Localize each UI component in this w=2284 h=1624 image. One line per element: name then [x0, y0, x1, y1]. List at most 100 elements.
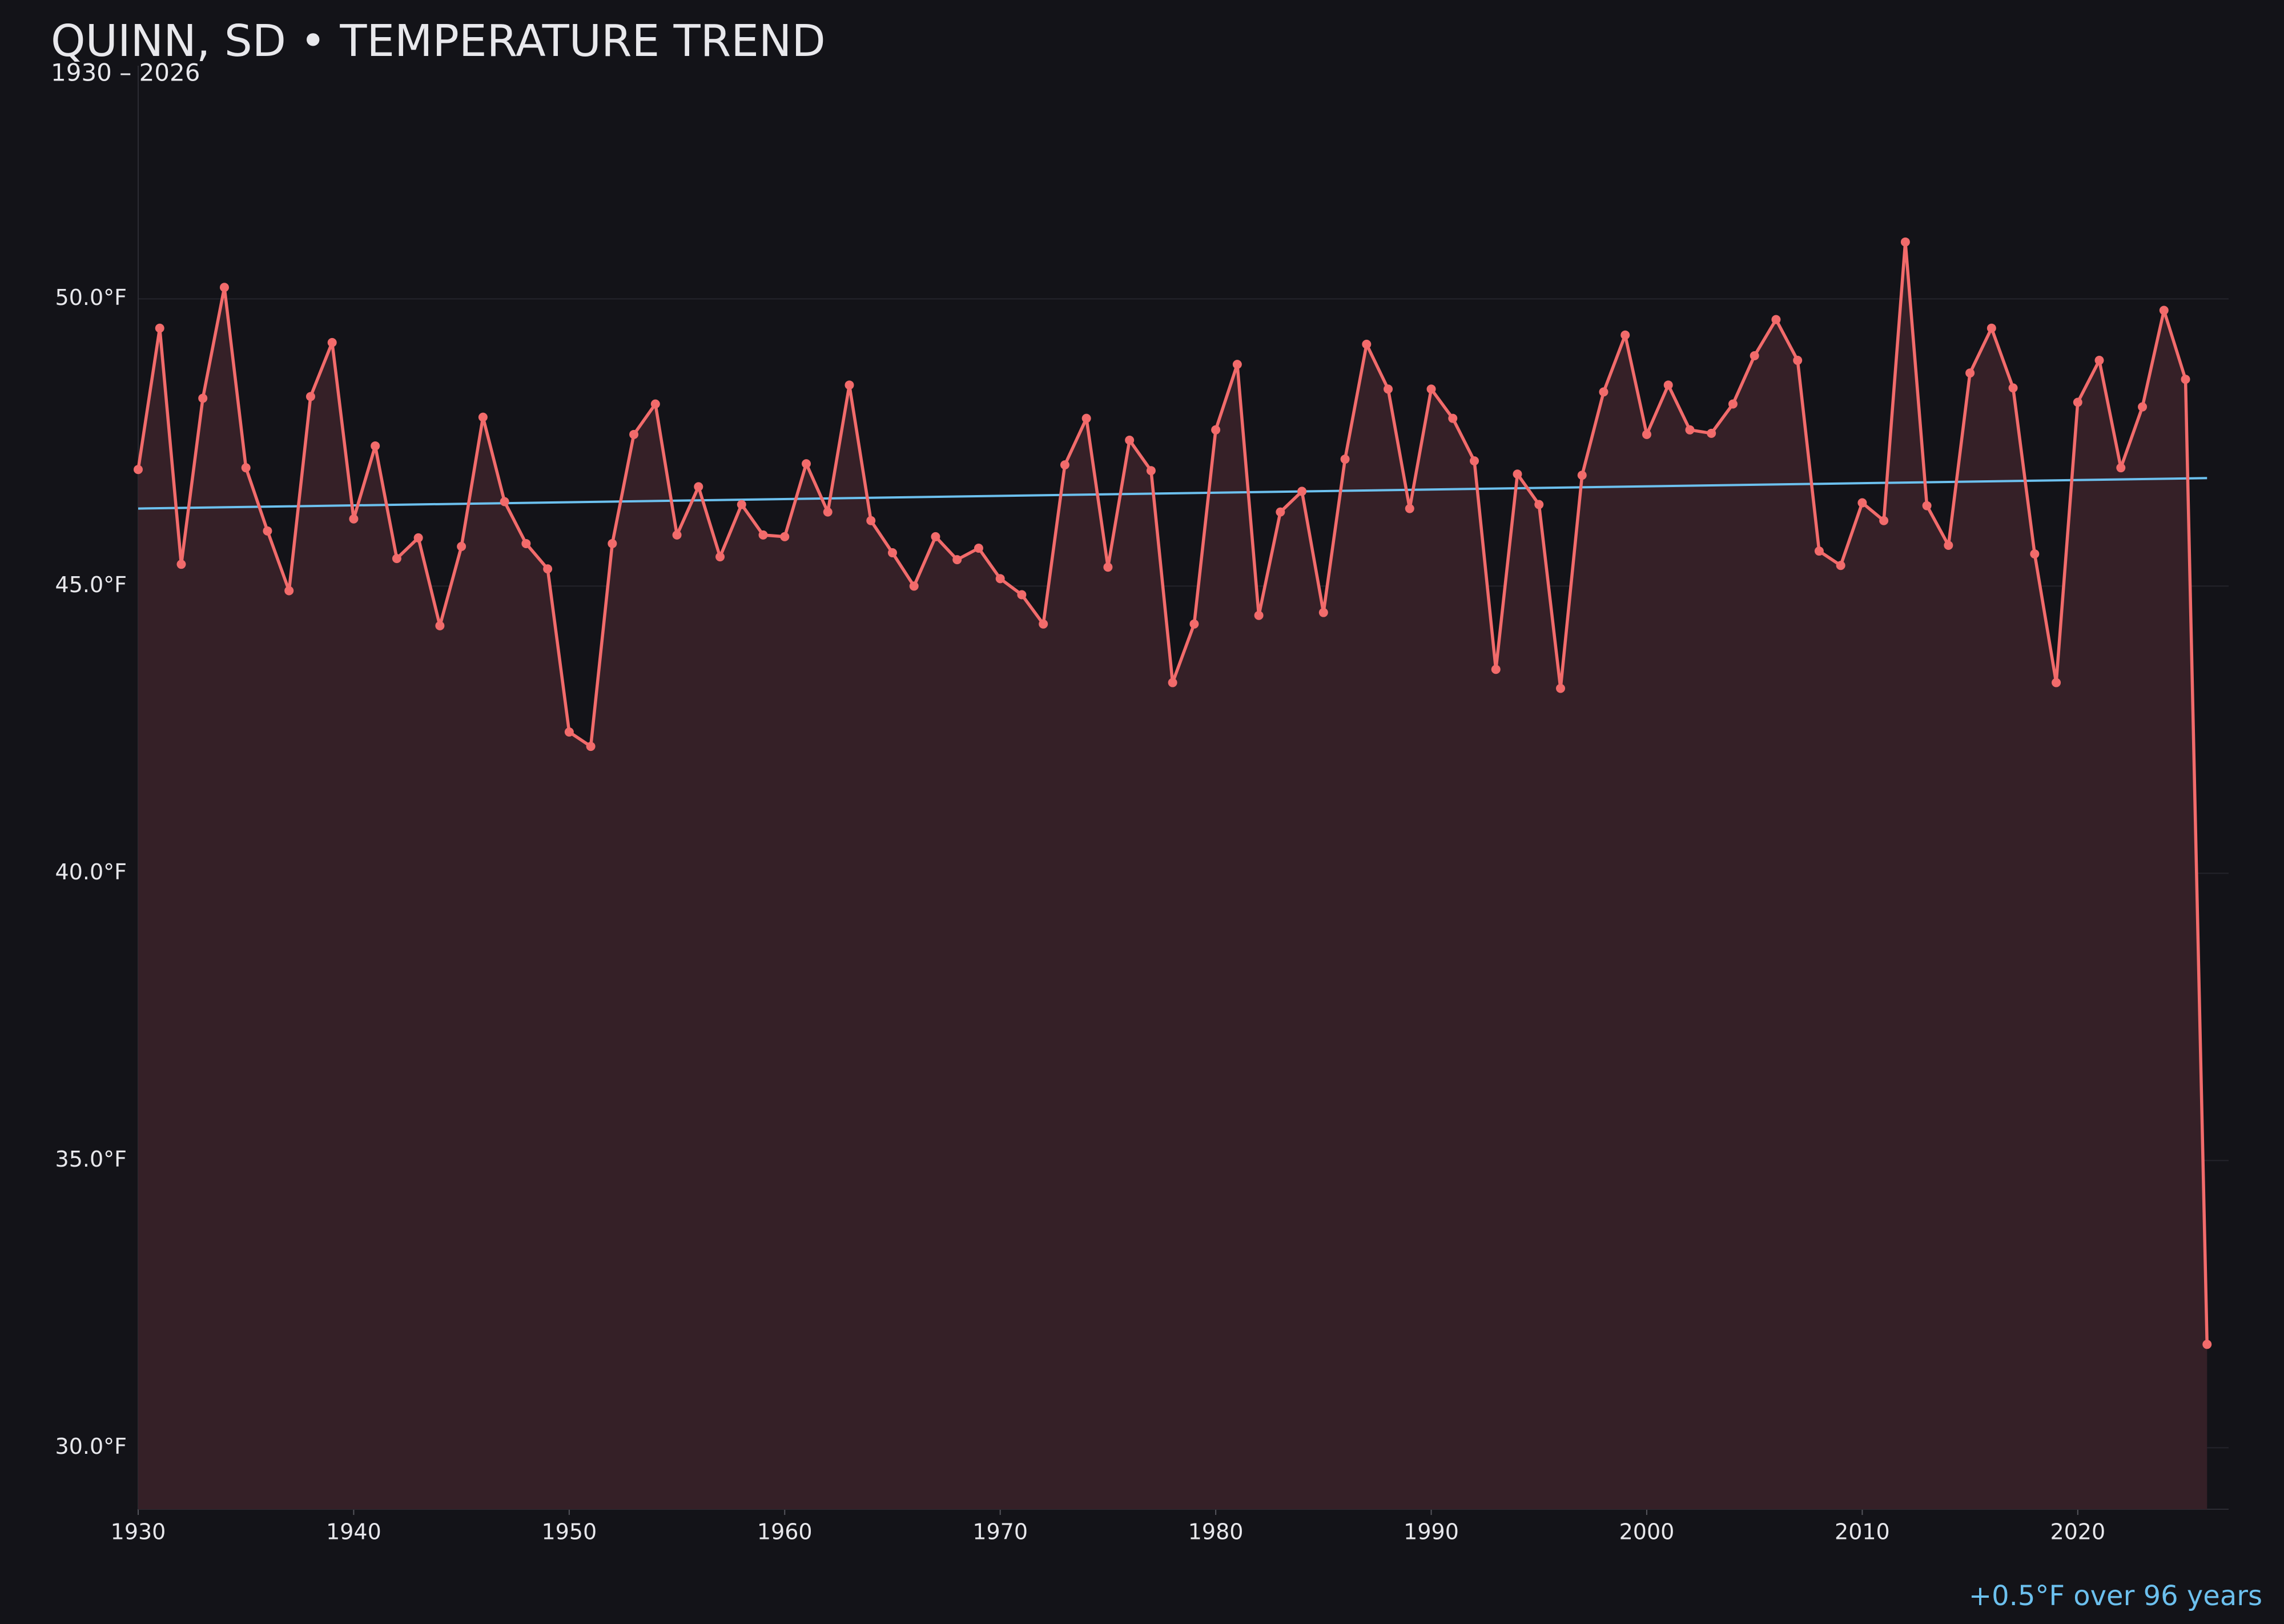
- point: [1620, 330, 1630, 340]
- point: [500, 497, 509, 507]
- point: [2138, 402, 2148, 412]
- y-tick-label: 45.0°F: [55, 572, 127, 597]
- point: [1642, 429, 1651, 439]
- x-tick-label: 1970: [972, 1520, 1028, 1545]
- point: [543, 564, 553, 574]
- x-tick-label: 2020: [2050, 1520, 2105, 1545]
- point: [284, 586, 294, 596]
- point: [1470, 456, 1479, 466]
- point: [198, 393, 208, 403]
- point: [2030, 549, 2040, 559]
- point: [1276, 507, 1285, 517]
- point: [2181, 375, 2190, 384]
- point: [564, 727, 574, 737]
- point: [1513, 469, 1522, 479]
- point: [1922, 501, 1932, 510]
- x-tick-label: 1980: [1188, 1520, 1244, 1545]
- point: [1125, 435, 1135, 445]
- point: [521, 538, 531, 548]
- point: [802, 459, 811, 469]
- point: [1685, 425, 1695, 435]
- point: [1060, 460, 1069, 470]
- point: [349, 514, 359, 524]
- point: [1707, 428, 1716, 438]
- y-tick-label: 35.0°F: [55, 1147, 127, 1172]
- point: [2073, 397, 2082, 407]
- point: [1577, 471, 1587, 480]
- point: [866, 516, 876, 525]
- plot-layer: 30.0°F 35.0°F 40.0°F 45.0°F 50.0°F 1930 1940 19…: [55, 66, 2229, 1545]
- point: [2116, 463, 2126, 473]
- point: [305, 392, 315, 401]
- point: [650, 399, 660, 409]
- point: [2094, 356, 2104, 365]
- point: [1340, 455, 1350, 464]
- point: [1534, 500, 1544, 509]
- point: [952, 555, 962, 565]
- y-tick-label: 50.0°F: [55, 285, 127, 310]
- chart-subtitle: 1930 – 2026: [51, 59, 200, 87]
- point: [371, 441, 380, 451]
- trend-line: [138, 477, 2207, 510]
- point: [478, 412, 488, 422]
- point: [1318, 608, 1328, 617]
- point: [672, 530, 682, 540]
- point: [327, 337, 337, 347]
- point: [1857, 498, 1867, 508]
- point: [845, 380, 854, 390]
- point: [715, 552, 725, 562]
- point: [1211, 425, 1221, 435]
- point: [1448, 413, 1458, 423]
- point: [1728, 399, 1738, 409]
- point: [1146, 466, 1156, 476]
- point: [1771, 315, 1781, 324]
- point: [1900, 237, 1910, 247]
- point: [1232, 360, 1242, 369]
- point: [176, 560, 186, 569]
- point: [1944, 540, 1953, 550]
- point: [1039, 619, 1048, 629]
- point: [758, 530, 768, 540]
- point: [435, 621, 445, 630]
- point: [1297, 487, 1307, 496]
- x-tick-label: 2010: [1835, 1520, 1890, 1545]
- point: [1750, 351, 1759, 361]
- point: [413, 533, 423, 542]
- point: [909, 581, 919, 591]
- point: [155, 323, 164, 333]
- x-tick-label: 1930: [111, 1520, 166, 1545]
- point: [586, 742, 596, 751]
- point: [457, 541, 467, 551]
- point: [1965, 368, 1975, 378]
- y-tick-label: 30.0°F: [55, 1434, 127, 1459]
- point: [2159, 305, 2169, 315]
- point: [1017, 590, 1027, 600]
- x-tick-label: 1960: [757, 1520, 813, 1545]
- trend-annotation: +0.5°F over 96 years: [1969, 1580, 2262, 1612]
- point: [1814, 546, 1824, 556]
- point: [2052, 678, 2061, 688]
- point: [737, 500, 746, 509]
- point: [780, 532, 790, 541]
- point: [1168, 678, 1177, 688]
- point: [1384, 384, 1393, 394]
- point: [694, 482, 703, 492]
- chart-title: QUINN, SD • TEMPERATURE TREND: [51, 16, 826, 67]
- point: [134, 465, 143, 475]
- x-tick-label: 1990: [1404, 1520, 1459, 1545]
- point: [1793, 356, 1803, 365]
- point: [1103, 562, 1113, 572]
- point: [1879, 516, 1889, 525]
- point: [1663, 380, 1673, 390]
- point: [823, 507, 833, 517]
- point: [2202, 1340, 2212, 1349]
- point: [887, 548, 897, 558]
- point: [974, 544, 983, 553]
- x-tick-label: 1950: [541, 1520, 597, 1545]
- point: [1189, 619, 1199, 629]
- x-tick-label: 2000: [1619, 1520, 1675, 1545]
- area: [138, 242, 2207, 1509]
- point: [608, 538, 617, 548]
- point: [263, 526, 272, 536]
- point: [1405, 504, 1414, 513]
